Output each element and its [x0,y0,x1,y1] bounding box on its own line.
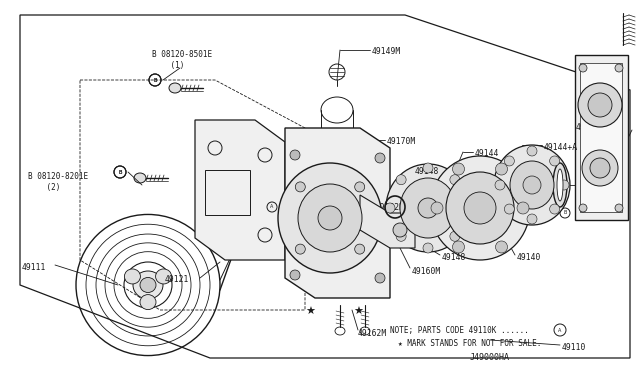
Ellipse shape [278,163,382,273]
Bar [205,170,250,215]
Ellipse shape [450,231,460,241]
Text: 49148: 49148 [442,253,467,263]
Ellipse shape [523,176,541,194]
Ellipse shape [396,175,406,185]
Ellipse shape [423,163,433,173]
Ellipse shape [590,158,610,178]
Text: A: A [270,205,274,209]
Text: B: B [153,77,157,83]
Text: 49148: 49148 [415,167,440,176]
Text: B 08120-8201E
    (2): B 08120-8201E (2) [28,172,88,192]
Ellipse shape [494,145,570,225]
Ellipse shape [559,180,569,190]
Ellipse shape [418,198,438,218]
Ellipse shape [295,182,305,192]
Ellipse shape [400,178,456,238]
Ellipse shape [450,175,460,185]
Ellipse shape [495,180,505,190]
Ellipse shape [553,163,567,207]
Ellipse shape [504,204,515,214]
Text: 49110: 49110 [562,343,586,353]
Text: 49160M: 49160M [412,267,441,276]
Polygon shape [285,128,390,298]
Ellipse shape [393,223,407,237]
Ellipse shape [124,269,140,284]
Ellipse shape [169,83,181,93]
Text: 49144+A: 49144+A [544,144,578,153]
Text: 49149: 49149 [576,124,600,132]
Ellipse shape [298,184,362,252]
Text: A 49162N: A 49162N [365,202,404,212]
Ellipse shape [550,156,559,166]
Ellipse shape [133,271,163,299]
Ellipse shape [517,202,529,214]
Ellipse shape [461,203,471,213]
Ellipse shape [140,278,156,292]
Ellipse shape [446,172,514,244]
Text: B: B [563,211,566,215]
Text: A: A [373,205,377,209]
Ellipse shape [396,231,406,241]
Text: B 08120-8501E
    (1): B 08120-8501E (1) [152,50,212,70]
Ellipse shape [464,192,496,224]
Ellipse shape [290,270,300,280]
Ellipse shape [495,241,508,253]
Text: ★: ★ [353,307,363,317]
Ellipse shape [355,244,365,254]
Text: 49170M: 49170M [387,138,416,147]
Ellipse shape [578,83,622,127]
Text: B: B [118,170,122,174]
Text: 49140: 49140 [517,253,541,263]
Ellipse shape [386,164,470,252]
Text: B: B [154,77,157,83]
Text: 49162M: 49162M [358,330,387,339]
Ellipse shape [295,244,305,254]
Text: 49149M: 49149M [372,48,401,57]
Ellipse shape [495,163,508,175]
Text: NOTE; PARTS CODE 49110K ......: NOTE; PARTS CODE 49110K ...... [390,326,529,334]
Text: J49000HA: J49000HA [470,353,510,362]
Ellipse shape [527,214,537,224]
Ellipse shape [156,269,172,284]
Ellipse shape [431,202,443,214]
Polygon shape [575,55,628,220]
Ellipse shape [452,241,465,253]
Polygon shape [195,120,285,260]
Text: B: B [118,170,122,174]
Ellipse shape [290,150,300,160]
Ellipse shape [423,243,433,253]
Ellipse shape [385,203,395,213]
Text: ★: ★ [285,223,295,233]
Text: ★: ★ [305,307,315,317]
Polygon shape [360,195,415,248]
Text: A: A [558,327,562,333]
Ellipse shape [321,135,353,161]
Ellipse shape [430,156,530,260]
Text: 49121: 49121 [165,276,189,285]
Ellipse shape [615,64,623,72]
Ellipse shape [355,182,365,192]
Ellipse shape [579,204,587,212]
Ellipse shape [557,169,563,201]
Polygon shape [580,63,622,212]
Ellipse shape [579,64,587,72]
Ellipse shape [375,273,385,283]
Ellipse shape [527,146,537,156]
Ellipse shape [615,204,623,212]
Text: 49111: 49111 [22,263,46,273]
Ellipse shape [375,153,385,163]
Ellipse shape [140,295,156,310]
Ellipse shape [318,206,342,230]
Text: ★ MARK STANDS FOR NOT FOR SALE.: ★ MARK STANDS FOR NOT FOR SALE. [398,340,541,349]
Ellipse shape [510,161,554,209]
Ellipse shape [452,163,465,175]
Ellipse shape [134,173,146,183]
Ellipse shape [550,204,559,214]
Text: 49116: 49116 [587,180,611,189]
Ellipse shape [504,156,515,166]
Ellipse shape [588,93,612,117]
Text: 49144: 49144 [475,150,499,158]
Ellipse shape [582,150,618,186]
